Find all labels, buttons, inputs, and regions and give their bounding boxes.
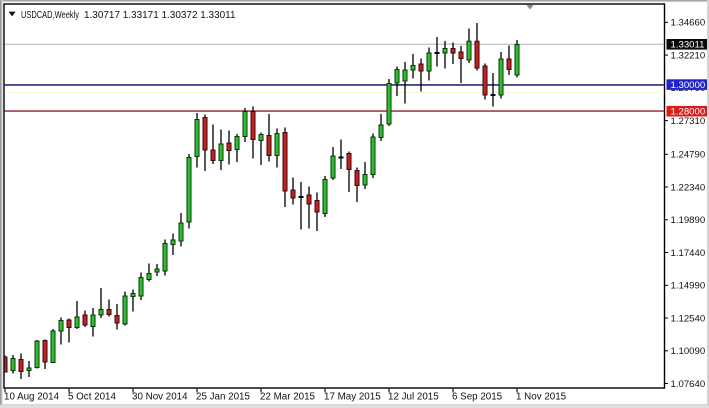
svg-text:1.24790: 1.24790 [671,150,706,161]
svg-text:1.07640: 1.07640 [671,379,706,390]
svg-text:6 Sep 2015: 6 Sep 2015 [452,392,503,403]
svg-text:10 Aug 2014: 10 Aug 2014 [4,392,60,403]
svg-text:5 Oct 2014: 5 Oct 2014 [68,392,116,403]
svg-text:1.32210: 1.32210 [671,51,706,62]
svg-text:1.28000: 1.28000 [671,107,706,118]
svg-text:USDCAD,Weekly: USDCAD,Weekly [21,10,79,21]
svg-text:1.22340: 1.22340 [671,182,706,193]
svg-text:1.30717 1.33171 1.30372 1.3301: 1.30717 1.33171 1.30372 1.33011 [84,10,236,21]
svg-text:30 Nov 2014: 30 Nov 2014 [132,392,188,403]
svg-text:1.10090: 1.10090 [671,346,706,357]
svg-text:25 Jan 2015: 25 Jan 2015 [196,392,250,403]
svg-text:1.14990: 1.14990 [671,281,706,292]
svg-text:1.30000: 1.30000 [671,80,706,91]
svg-text:1.34660: 1.34660 [671,18,706,29]
svg-text:1.17440: 1.17440 [671,248,706,259]
svg-text:1 Nov 2015: 1 Nov 2015 [516,392,567,403]
svg-text:22 Mar 2015: 22 Mar 2015 [260,392,316,403]
svg-text:1.33011: 1.33011 [671,40,705,51]
svg-text:1.27310: 1.27310 [671,116,706,127]
svg-text:1.19890: 1.19890 [671,215,706,226]
svg-text:12 Jul 2015: 12 Jul 2015 [388,392,439,403]
svg-text:1.12540: 1.12540 [671,313,706,324]
svg-text:17 May 2015: 17 May 2015 [324,392,381,403]
